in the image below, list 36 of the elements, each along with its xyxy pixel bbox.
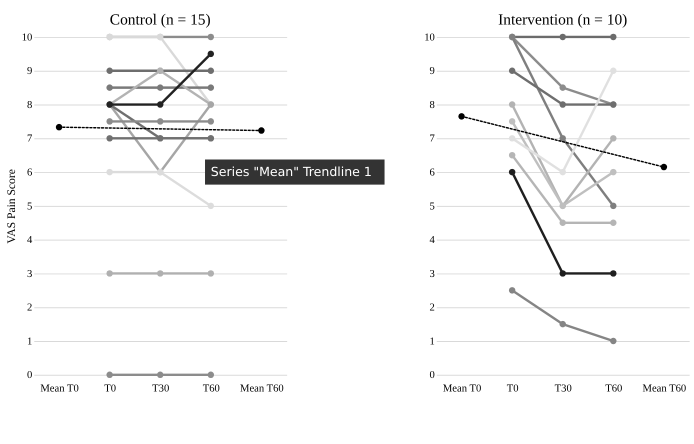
- y-tick-label: 7: [27, 134, 32, 145]
- x-tick-label: Mean T60: [642, 384, 686, 395]
- y-tick-label: 2: [27, 302, 32, 314]
- y-tick-label: 10: [424, 32, 435, 44]
- y-tick-label: 6: [27, 167, 32, 178]
- y-tick-label: 7: [430, 134, 435, 145]
- y-tick-label: 8: [27, 100, 32, 111]
- x-tick-label: Mean T0: [442, 384, 482, 395]
- y-tick-label: 1: [27, 336, 32, 348]
- x-tick-label: T0: [104, 384, 116, 395]
- y-tick-label: 4: [27, 235, 34, 246]
- y-tick-label: 0: [430, 370, 435, 382]
- x-tick-label: Mean T60: [240, 384, 284, 395]
- x-tick-label: T30: [152, 384, 170, 395]
- y-tick-label: 3: [27, 268, 32, 280]
- x-tick-label: T60: [605, 384, 622, 395]
- y-tick-label: 5: [27, 201, 32, 212]
- x-tick-label: T60: [202, 384, 220, 395]
- y-tick-label: 9: [430, 66, 435, 78]
- y-tick-label: 3: [430, 268, 435, 280]
- y-tick-label: 8: [430, 100, 435, 111]
- y-tick-label: 1: [430, 336, 435, 348]
- y-tick-label: 10: [22, 32, 32, 44]
- x-tick-label: T0: [506, 384, 519, 395]
- y-axis-title: VAS Pain Score: [4, 169, 18, 244]
- y-tick-label: 9: [27, 66, 32, 78]
- y-tick-label: 6: [430, 167, 435, 178]
- x-tick-label: Mean T0: [40, 384, 79, 395]
- x-tick-label: T30: [554, 384, 572, 395]
- y-tick-label: 5: [430, 201, 435, 212]
- chart-title: Intervention (n = 10): [498, 11, 628, 28]
- y-tick-label: 4: [430, 235, 436, 246]
- annotation: Series "Mean" Trendline 1: [210, 164, 372, 179]
- y-tick-label: 0: [27, 370, 32, 382]
- chart-title: Control (n = 15): [110, 11, 211, 28]
- y-tick-label: 2: [430, 302, 435, 314]
